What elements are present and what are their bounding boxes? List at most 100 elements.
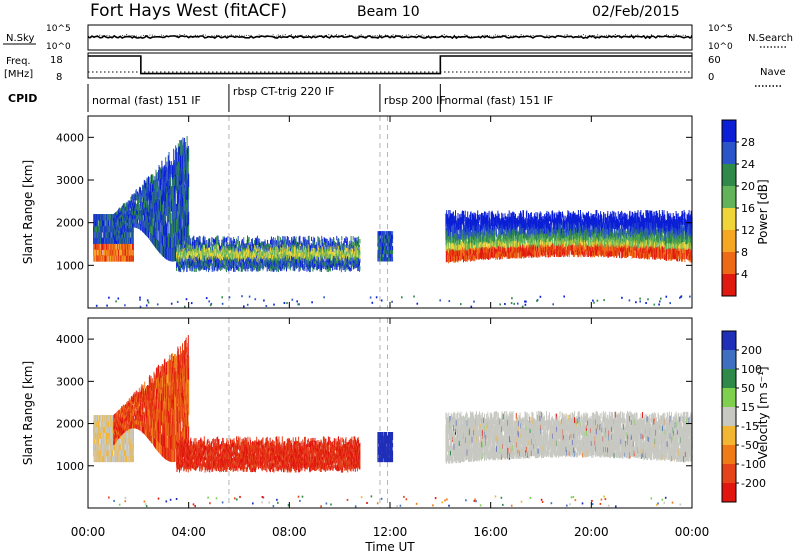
date-label: 02/Feb/2015 <box>592 4 680 20</box>
echo-cell <box>237 236 239 241</box>
echo-cell <box>129 208 131 213</box>
echo-cell <box>287 262 289 267</box>
echo-cell <box>206 240 208 245</box>
echo-cell <box>286 236 288 241</box>
echo-cell <box>120 207 122 212</box>
echo-cell <box>257 240 258 245</box>
echo-cell <box>210 262 212 266</box>
echo-cell <box>176 255 178 259</box>
echo-cell <box>183 170 185 186</box>
echo-cell <box>203 252 205 258</box>
echo-cell <box>96 249 98 256</box>
echo-cell <box>101 231 102 239</box>
echo-cell <box>137 214 139 220</box>
nave-tick-0: 0 <box>708 72 714 83</box>
echo-cell <box>94 255 96 262</box>
echo-cell <box>324 241 326 246</box>
echo-cell <box>111 231 113 239</box>
echo-cell <box>138 214 140 220</box>
echo-cell <box>181 145 183 160</box>
cpid-segment-label: rbsp CT-trig 220 IF <box>233 85 335 98</box>
echo-cell <box>178 161 180 176</box>
echo-cell <box>206 254 208 259</box>
echo-cell <box>126 243 128 250</box>
echo-cell <box>186 208 188 224</box>
echo-cell <box>181 264 183 268</box>
echo-cell <box>189 238 191 243</box>
echo-cell <box>241 267 243 272</box>
echo-cell <box>156 220 158 231</box>
echo-cell <box>120 255 122 262</box>
echo-cell <box>198 266 200 272</box>
echo-cell <box>155 199 157 210</box>
echo-cell <box>186 136 188 151</box>
echo-cell <box>288 262 290 266</box>
echo-cell <box>163 172 165 184</box>
echo-cell <box>236 240 238 245</box>
echo-cell <box>97 220 99 227</box>
echo-cell <box>131 199 133 205</box>
echo-cell <box>182 182 184 198</box>
echo-cell <box>211 244 213 250</box>
echo-cell <box>177 198 179 212</box>
echo-cell <box>192 241 193 246</box>
echo-cell <box>332 241 334 247</box>
echo-cell <box>321 265 323 270</box>
echo-cell <box>111 231 113 239</box>
echo-cell <box>195 261 197 266</box>
freq-label: Freq. <box>6 56 31 67</box>
echo-cell <box>108 220 110 227</box>
echo-cell <box>170 176 172 190</box>
echo-cell <box>202 265 204 270</box>
echo-cell <box>183 261 185 266</box>
echo-cell <box>127 219 128 223</box>
echo-cell <box>129 231 131 239</box>
echo-cell <box>278 236 280 241</box>
echo-cell <box>152 182 154 192</box>
echo-cell <box>137 218 139 224</box>
echo-cell <box>359 250 361 255</box>
echo-cell <box>204 240 206 245</box>
cpid-segment-label: normal (fast) 151 IF <box>444 94 553 107</box>
echo-cell <box>237 240 239 246</box>
echo-cell <box>155 169 157 180</box>
echo-cell <box>336 235 338 241</box>
echo-cell <box>203 244 205 249</box>
echo-cell <box>141 219 143 226</box>
echo-cell <box>286 240 288 245</box>
nave-tick-60: 60 <box>708 55 721 66</box>
echo-cell <box>162 203 164 215</box>
echo-cell <box>133 222 135 228</box>
echo-cell <box>139 210 141 216</box>
echo-cell <box>358 266 360 271</box>
echo-cell <box>309 243 310 248</box>
echo-cell <box>315 263 317 267</box>
echo-cell <box>158 200 159 212</box>
echo-cell <box>233 236 235 242</box>
echo-cell <box>196 264 198 269</box>
echo-cell <box>103 243 105 250</box>
echo-cell <box>176 267 178 271</box>
echo-cell <box>181 169 183 185</box>
echo-cell <box>260 264 262 268</box>
echo-cell <box>99 243 101 250</box>
echo-cell <box>93 231 95 239</box>
echo-cell <box>144 220 146 228</box>
echo-cell <box>346 237 348 242</box>
echo-cell <box>200 265 202 270</box>
echo-cell <box>150 224 152 234</box>
echo-cell <box>144 187 146 195</box>
echo-cell <box>347 252 349 257</box>
echo-cell <box>127 200 129 205</box>
echo-cell <box>119 237 120 244</box>
echo-cell <box>325 238 327 243</box>
echo-cell <box>165 224 167 237</box>
echo-cell <box>392 249 394 255</box>
echo-cell <box>188 173 190 187</box>
echo-cell <box>349 267 351 272</box>
echo-cell <box>350 236 352 241</box>
echo-cell <box>276 241 278 247</box>
echo-cell <box>114 227 116 232</box>
echo-cell <box>299 235 301 241</box>
echo-cell <box>278 240 280 245</box>
